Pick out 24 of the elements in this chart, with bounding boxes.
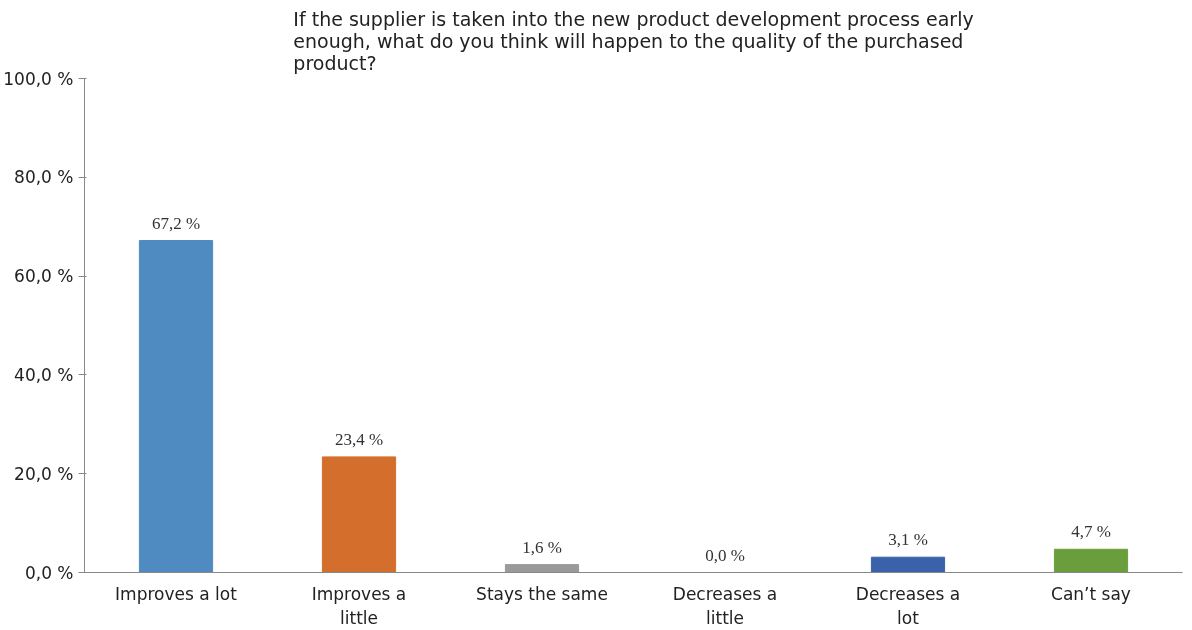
y-tick-label: 0,0 % <box>24 562 74 583</box>
bar <box>870 556 946 573</box>
x-tick-label: Decreases a lot <box>855 583 961 628</box>
data-label: 67,2 % <box>151 213 201 233</box>
data-label: 1,6 % <box>522 537 562 557</box>
x-tick-label: Improves a little <box>311 583 407 628</box>
data-label: 4,7 % <box>1071 522 1111 542</box>
bar <box>1053 548 1129 573</box>
y-tick-label: 60,0 % <box>14 266 74 287</box>
x-tick-label: Decreases a little <box>672 583 778 628</box>
bar <box>321 456 397 573</box>
y-tick-label: 80,0 % <box>14 167 74 188</box>
chart-title: If the supplier is taken into the new product development process early enough, what do you think will happen to the quality of the purchased product? <box>293 7 974 74</box>
data-label: 0,0 % <box>705 545 745 565</box>
y-tick-label: 100,0 % <box>3 68 74 89</box>
x-tick-label: Can’t say <box>1051 583 1131 604</box>
x-tick-label: Stays the same <box>476 583 608 604</box>
bar <box>138 240 214 573</box>
x-tick-label: Improves a lot <box>115 583 238 604</box>
y-tick-label: 40,0 % <box>14 364 74 385</box>
data-label: 3,1 % <box>888 530 928 550</box>
data-label: 23,4 % <box>334 429 384 449</box>
y-tick-label: 20,0 % <box>14 463 74 484</box>
bar <box>504 564 580 573</box>
